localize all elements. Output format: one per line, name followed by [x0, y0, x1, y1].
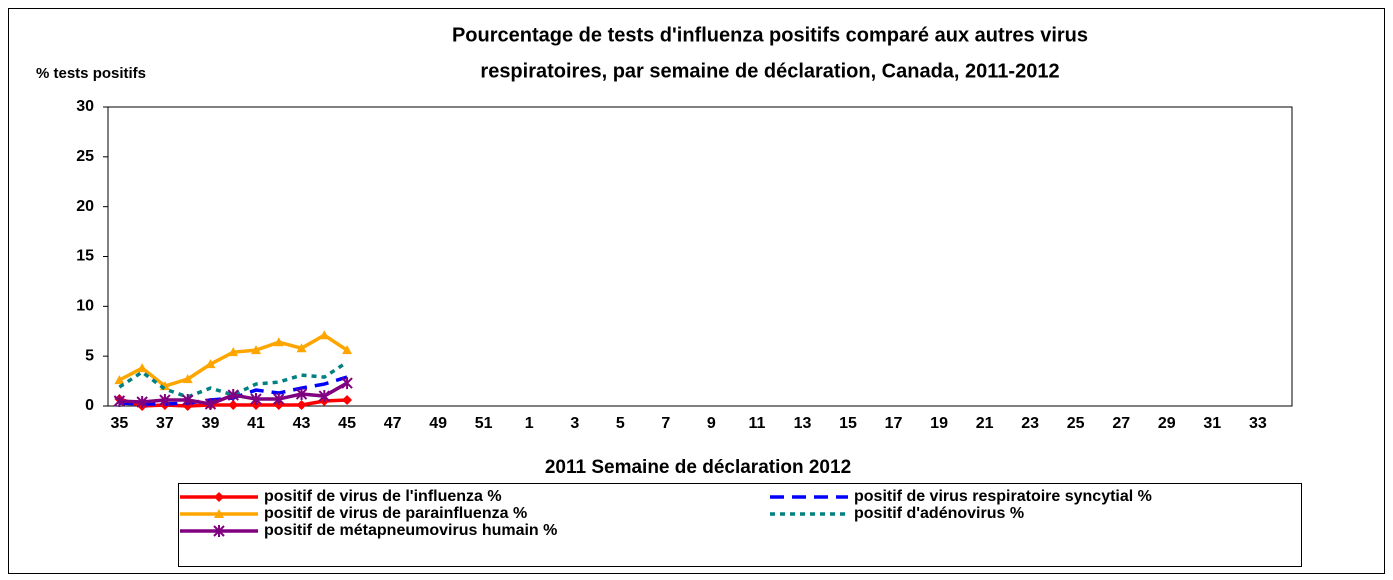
marker — [114, 375, 125, 385]
x-tick-label: 39 — [202, 415, 220, 432]
marker — [250, 393, 262, 406]
marker — [205, 359, 216, 369]
legend — [178, 483, 1302, 567]
marker — [159, 394, 171, 407]
chart-title: Pourcentage de tests d'influenza positif… — [452, 24, 1088, 46]
x-tick-label: 41 — [247, 415, 265, 432]
marker — [182, 374, 193, 384]
marker — [136, 396, 148, 409]
y-tick-label: 15 — [76, 248, 94, 265]
x-tick-label: 15 — [839, 415, 857, 432]
x-tick-label: 31 — [1203, 415, 1221, 432]
x-tick-label: 19 — [930, 415, 948, 432]
x-tick-label: 3 — [570, 415, 579, 432]
marker — [228, 347, 239, 357]
marker — [296, 400, 307, 411]
x-tick-label: 13 — [794, 415, 812, 432]
marker — [228, 400, 239, 411]
marker — [273, 393, 285, 406]
x-tick-label: 21 — [976, 415, 994, 432]
y-tick-label: 20 — [76, 198, 94, 215]
marker — [214, 492, 224, 502]
x-tick-label: 47 — [384, 415, 402, 432]
y-tick-label: 30 — [76, 98, 94, 115]
marker — [295, 388, 308, 401]
marker — [214, 509, 224, 518]
legend-label: positif de métapneumovirus humain % — [264, 522, 557, 539]
x-axis-label: 2011 Semaine de déclaration 2012 — [545, 457, 851, 478]
x-tick-label: 1 — [525, 415, 534, 432]
y-tick-label: 25 — [76, 148, 94, 165]
marker — [296, 343, 307, 353]
y-tick-label: 10 — [76, 298, 94, 315]
y-axis-label: % tests positifs — [36, 65, 146, 82]
x-tick-label: 7 — [661, 415, 670, 432]
y-tick-label: 5 — [85, 347, 94, 364]
x-tick-label: 45 — [338, 415, 356, 432]
marker — [227, 389, 239, 402]
chart-title: respiratoires, par semaine de déclaratio… — [480, 60, 1059, 82]
x-tick-label: 37 — [156, 415, 174, 432]
marker — [137, 363, 148, 373]
legend-label: positif de virus respiratoire syncytial … — [854, 488, 1152, 505]
x-tick-label: 35 — [110, 415, 128, 432]
marker — [318, 390, 331, 403]
marker — [213, 525, 225, 537]
marker — [251, 345, 261, 355]
x-tick-label: 9 — [707, 415, 716, 432]
legend-label: positif de virus de parainfluenza % — [264, 505, 527, 522]
y-tick-label: 0 — [85, 397, 94, 414]
x-tick-label: 25 — [1067, 415, 1085, 432]
x-tick-label: 49 — [429, 415, 447, 432]
marker — [342, 395, 353, 406]
marker — [204, 398, 217, 411]
legend-label: positif d'adénovirus % — [854, 505, 1024, 522]
x-tick-label: 11 — [748, 415, 765, 432]
plot-area — [107, 106, 1293, 407]
x-tick-label: 29 — [1158, 415, 1176, 432]
x-tick-label: 23 — [1021, 415, 1039, 432]
x-tick-label: 33 — [1249, 415, 1267, 432]
legend-label: positif de virus de l'influenza % — [264, 488, 502, 505]
marker — [181, 394, 194, 407]
x-tick-label: 51 — [475, 415, 493, 432]
marker — [319, 330, 330, 340]
x-tick-label: 5 — [616, 415, 625, 432]
marker — [341, 377, 353, 390]
marker — [273, 337, 284, 347]
x-tick-label: 43 — [293, 415, 311, 432]
marker — [342, 345, 353, 355]
x-tick-label: 17 — [885, 415, 903, 432]
x-tick-label: 27 — [1112, 415, 1130, 432]
marker — [113, 395, 126, 408]
